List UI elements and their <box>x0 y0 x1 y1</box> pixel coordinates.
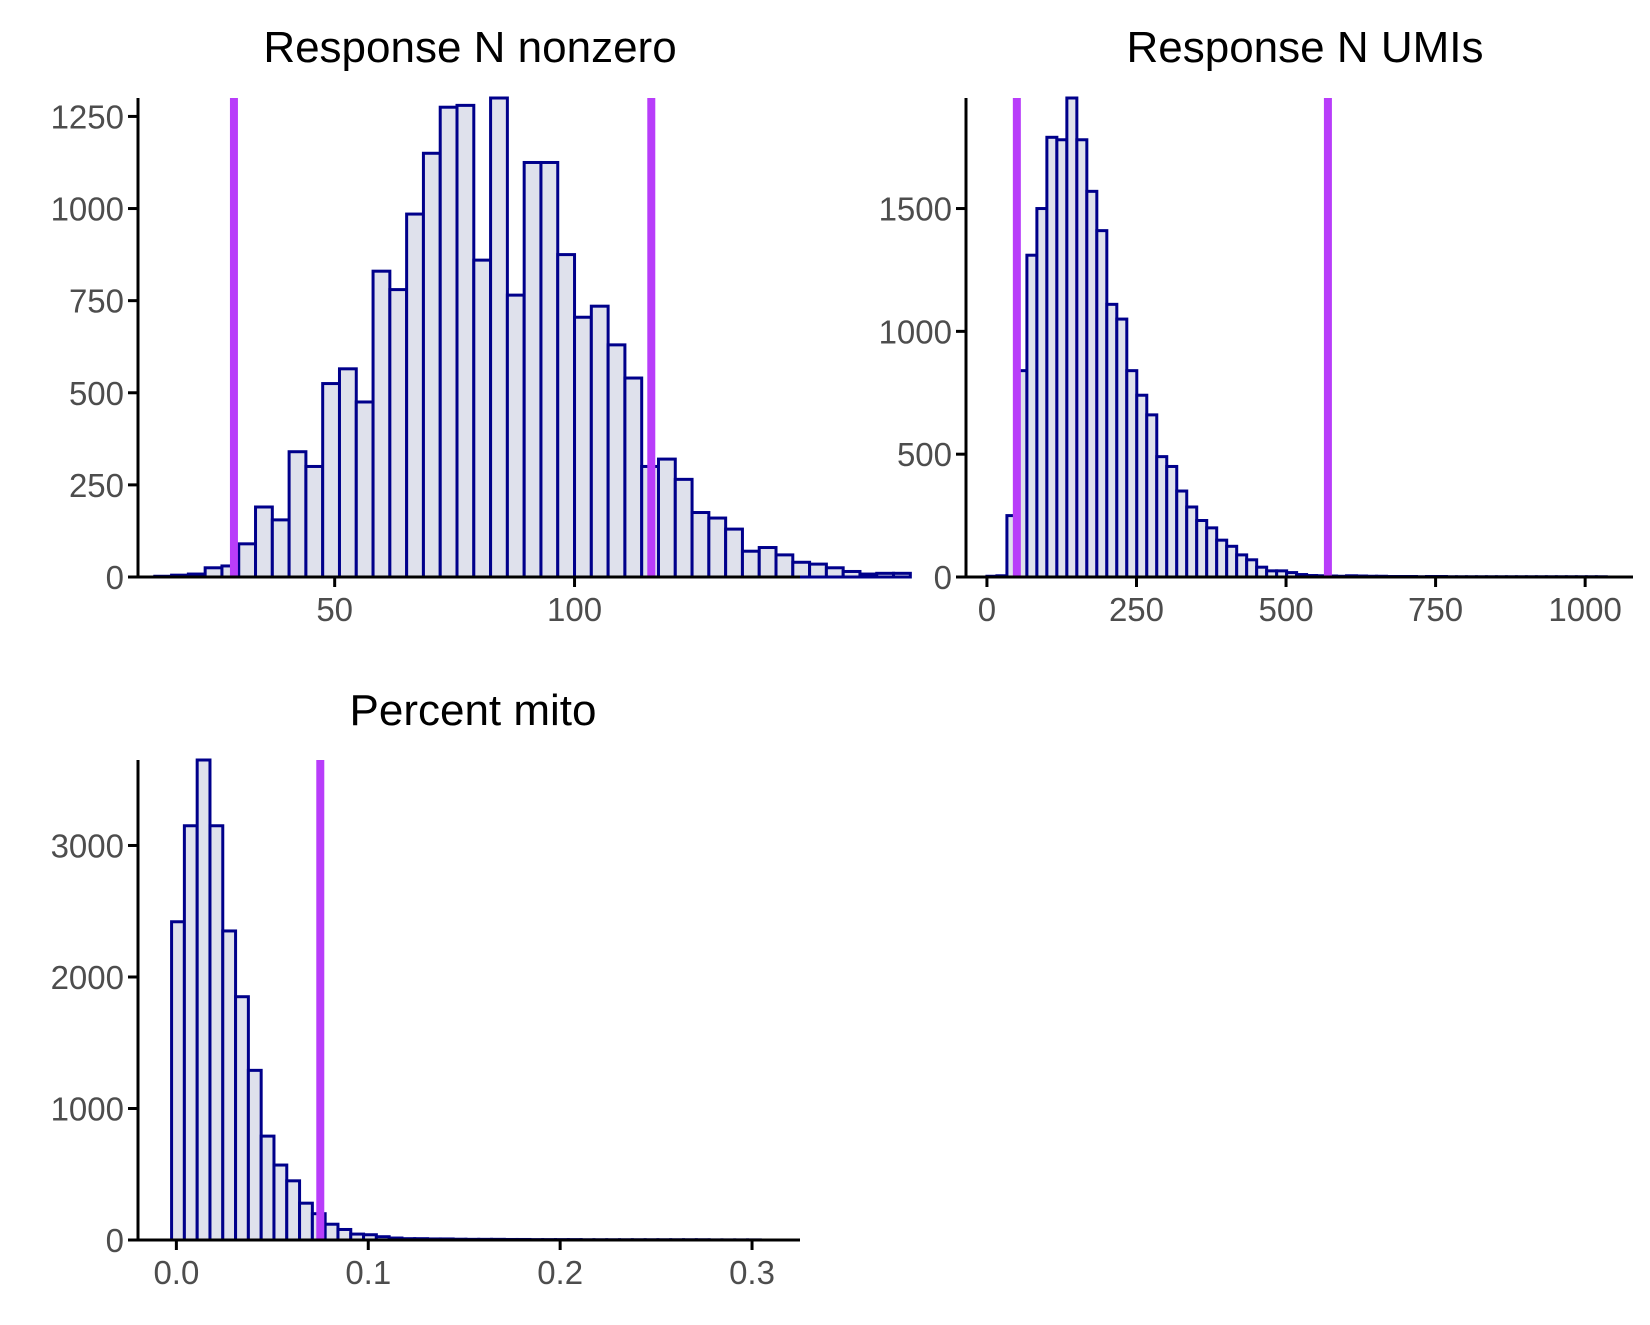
histogram-bar <box>507 295 524 577</box>
histogram-bar <box>810 564 827 577</box>
histogram-bar <box>625 378 642 577</box>
histogram-bar <box>591 306 608 577</box>
histogram-bar <box>558 255 575 577</box>
histogram-bar <box>776 555 793 577</box>
histogram-bar <box>877 573 894 577</box>
histogram-bar <box>323 384 340 577</box>
x-tick-label: 750 <box>1408 591 1463 628</box>
histogram-bar <box>256 507 273 577</box>
x-tick-label: 250 <box>1109 591 1164 628</box>
histogram-bar <box>709 518 726 577</box>
histogram-bar <box>474 260 491 577</box>
x-tick-label: 50 <box>316 591 353 628</box>
histogram-bar <box>339 369 356 577</box>
histogram-bar <box>287 1181 300 1240</box>
histogram-bar <box>675 479 692 577</box>
histogram-bar <box>239 544 256 577</box>
histogram-bar <box>457 105 474 577</box>
histogram-bar <box>860 574 877 577</box>
x-tick-label: 0 <box>978 591 996 628</box>
histogram-bar <box>894 573 911 577</box>
histogram-bar <box>306 466 323 577</box>
x-tick-label: 0.0 <box>153 1254 199 1291</box>
histogram-bar <box>274 1165 287 1240</box>
histogram-bar <box>407 214 424 577</box>
histogram-bar <box>541 162 558 577</box>
y-tick-label: 0 <box>106 1222 124 1259</box>
x-tick-label: 0.2 <box>537 1254 583 1291</box>
y-tick-label: 1000 <box>879 313 952 350</box>
y-tick-label: 500 <box>897 436 952 473</box>
histogram-bar <box>608 345 625 577</box>
x-tick-label: 1000 <box>1548 591 1621 628</box>
histogram-bar <box>261 1136 274 1240</box>
histogram-bar <box>390 290 407 577</box>
histogram-bar <box>325 1224 338 1240</box>
histogram-bar <box>272 520 289 577</box>
panel-title: Response N UMIs <box>1126 23 1483 72</box>
histogram-bar <box>440 107 457 577</box>
histogram-bar <box>223 931 236 1240</box>
x-tick-label: 100 <box>547 591 602 628</box>
histogram-bar <box>172 922 185 1240</box>
histogram-bar <box>356 402 373 577</box>
histogram-bar <box>726 529 743 577</box>
y-tick-label: 1000 <box>51 191 124 228</box>
histogram-bar <box>210 826 223 1240</box>
histogram-bar <box>575 317 592 577</box>
y-tick-label: 500 <box>69 375 124 412</box>
histogram-bar <box>843 571 860 577</box>
histogram-bar <box>742 551 759 577</box>
x-tick-label: 0.1 <box>345 1254 391 1291</box>
x-tick-label: 0.3 <box>729 1254 775 1291</box>
panel-title: Response N nonzero <box>263 23 676 72</box>
histogram-bar <box>524 162 541 577</box>
y-tick-label: 1500 <box>879 191 952 228</box>
histogram-bar <box>793 562 810 577</box>
histogram-bar <box>423 153 440 577</box>
histogram-bar <box>658 459 675 577</box>
histogram-bar <box>248 1070 261 1240</box>
histogram-bar <box>373 271 390 577</box>
histogram-bar <box>184 826 197 1240</box>
histogram-bar <box>338 1229 351 1240</box>
histogram-bar <box>692 513 709 577</box>
y-tick-label: 0 <box>106 559 124 596</box>
y-tick-label: 750 <box>69 283 124 320</box>
histogram-bar <box>826 568 843 577</box>
histogram-bar <box>300 1203 313 1240</box>
y-tick-label: 1000 <box>51 1090 124 1127</box>
panel-title: Percent mito <box>350 686 597 735</box>
histogram-bar <box>236 997 249 1240</box>
histogram-bar <box>759 548 776 577</box>
y-tick-label: 250 <box>69 467 124 504</box>
histogram-bar <box>491 98 508 577</box>
y-tick-label: 3000 <box>51 827 124 864</box>
histogram-bar <box>197 760 210 1240</box>
y-tick-label: 1250 <box>51 98 124 135</box>
y-tick-label: 2000 <box>51 959 124 996</box>
histogram-bar <box>289 452 306 577</box>
x-tick-label: 500 <box>1259 591 1314 628</box>
y-tick-label: 0 <box>934 559 952 596</box>
